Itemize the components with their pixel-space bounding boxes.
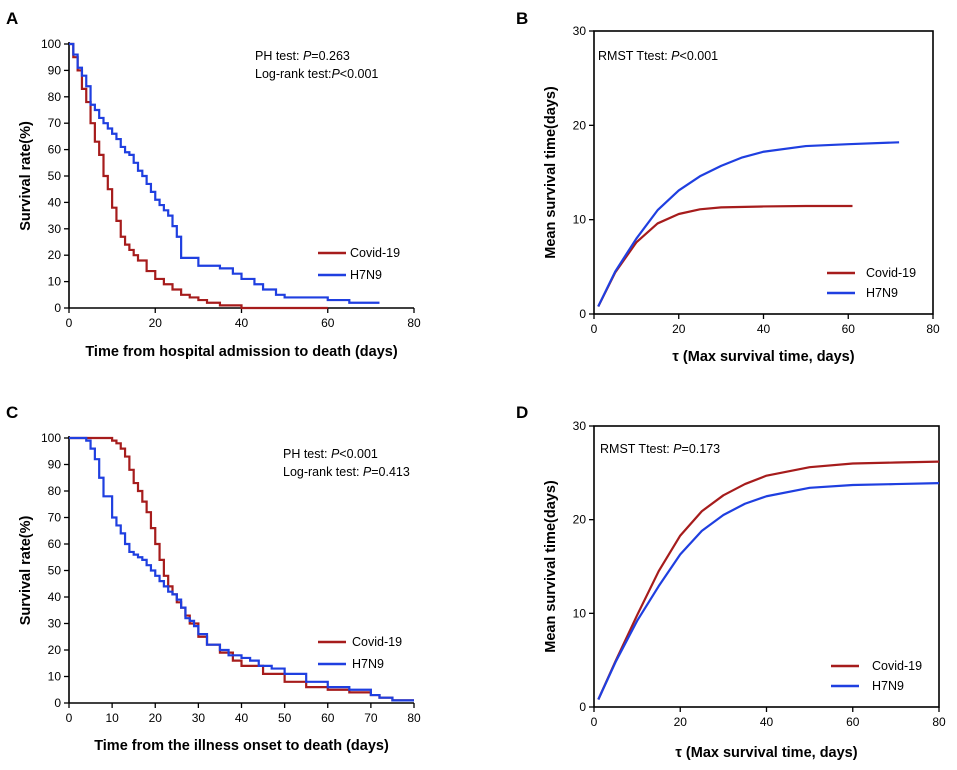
y-tick-label: 40 xyxy=(48,590,62,604)
series-line-covid-19 xyxy=(597,460,940,700)
series-line-h7n9 xyxy=(69,42,380,304)
x-axis-label: Time from the illness onset to death (da… xyxy=(94,738,389,754)
panel-a: A 0 10 20 30 40 50 60 70 80 90 100 0 20 40 60 80 Time fro… xyxy=(6,9,421,360)
y-tick-label: 50 xyxy=(48,169,62,183)
y-tick-label: 80 xyxy=(48,484,62,498)
x-axis-label: τ (Max survival time, days) xyxy=(675,745,857,761)
y-tick-label: 90 xyxy=(48,458,62,472)
x-tick-label: 40 xyxy=(760,715,774,729)
y-tick-label: 60 xyxy=(48,143,62,157)
x-tick-label: 40 xyxy=(757,322,771,336)
x-tick-label: 60 xyxy=(846,715,860,729)
panel-letter: B xyxy=(516,9,528,28)
y-tick-label: 10 xyxy=(48,275,62,289)
y-tick-label: 50 xyxy=(48,564,62,578)
x-tick-label: 30 xyxy=(192,711,206,725)
x-tick-label: 20 xyxy=(149,316,163,330)
x-tick-label: 40 xyxy=(235,316,249,330)
x-tick-label: 70 xyxy=(364,711,378,725)
y-tick-label: 20 xyxy=(48,643,62,657)
legend-label: Covid-19 xyxy=(866,266,916,280)
series-line-h7n9 xyxy=(597,482,940,700)
series-line-covid-19 xyxy=(597,204,853,307)
x-tick-label: 80 xyxy=(407,316,421,330)
x-tick-label: 0 xyxy=(66,316,73,330)
x-tick-label: 50 xyxy=(278,711,292,725)
legend-label: Covid-19 xyxy=(872,659,922,673)
panel-letter: C xyxy=(6,403,18,422)
x-tick-label: 10 xyxy=(105,711,119,725)
stat-annotation: PH test: P<0.001 xyxy=(283,447,378,461)
y-tick-label: 30 xyxy=(48,617,62,631)
panel-letter: A xyxy=(6,9,18,28)
y-tick-label: 10 xyxy=(573,213,587,227)
legend-label: H7N9 xyxy=(350,268,382,282)
y-tick-label: 70 xyxy=(48,116,62,130)
y-tick-label: 30 xyxy=(48,222,62,236)
y-tick-label: 20 xyxy=(573,513,587,527)
y-tick-label: 20 xyxy=(573,118,587,132)
panel-d: D 0 10 20 30 0 20 40 60 80 τ (Max survival time, d… xyxy=(516,403,946,761)
y-axis-label: Survival rate(%) xyxy=(18,121,34,231)
y-axis-label: Mean survival time(days) xyxy=(543,86,559,259)
y-tick-label: 30 xyxy=(573,24,587,38)
y-tick-label: 0 xyxy=(54,301,61,315)
y-tick-label: 90 xyxy=(48,63,62,77)
x-tick-label: 0 xyxy=(591,715,598,729)
y-tick-label: 100 xyxy=(41,37,61,51)
x-tick-label: 20 xyxy=(149,711,163,725)
x-tick-label: 80 xyxy=(932,715,946,729)
panel-c: C 0 10 20 30 40 50 60 70 80 90 100 0 10 20 30 40 50 60 70 80… xyxy=(6,403,421,754)
y-tick-label: 0 xyxy=(579,307,586,321)
stat-annotation: Log-rank test:P<0.001 xyxy=(255,67,378,81)
y-tick-label: 0 xyxy=(579,700,586,714)
y-axis-label: Survival rate(%) xyxy=(18,516,34,626)
y-tick-label: 20 xyxy=(48,248,62,262)
y-tick-label: 0 xyxy=(54,696,61,710)
y-tick-label: 10 xyxy=(48,670,62,684)
legend-label: H7N9 xyxy=(866,286,898,300)
x-tick-label: 60 xyxy=(321,316,335,330)
y-tick-label: 100 xyxy=(41,431,61,445)
series-line-h7n9 xyxy=(69,436,414,702)
x-tick-label: 20 xyxy=(672,322,686,336)
panel-b: B 0 10 20 30 0 20 40 60 80 τ (Max survival time, d… xyxy=(516,9,940,365)
series-line-covid-19 xyxy=(69,42,328,310)
stat-annotation: Log-rank test: P=0.413 xyxy=(283,465,410,479)
legend-label: H7N9 xyxy=(352,657,384,671)
y-tick-label: 70 xyxy=(48,511,62,525)
x-axis-label: Time from hospital admission to death (d… xyxy=(85,344,398,360)
x-tick-label: 60 xyxy=(321,711,335,725)
legend-label: H7N9 xyxy=(872,679,904,693)
series-line-h7n9 xyxy=(597,141,900,307)
y-tick-label: 40 xyxy=(48,195,62,209)
stat-annotation: RMST Ttest: P<0.001 xyxy=(598,49,718,63)
y-tick-label: 10 xyxy=(573,606,587,620)
y-tick-label: 30 xyxy=(573,419,587,433)
x-axis-label: τ (Max survival time, days) xyxy=(672,349,854,365)
x-tick-label: 0 xyxy=(591,322,598,336)
y-axis-label: Mean survival time(days) xyxy=(543,480,559,653)
y-tick-label: 60 xyxy=(48,537,62,551)
panel-letter: D xyxy=(516,403,528,422)
x-tick-label: 40 xyxy=(235,711,249,725)
legend-label: Covid-19 xyxy=(352,635,402,649)
stat-annotation: PH test: P=0.263 xyxy=(255,49,350,63)
y-tick-label: 80 xyxy=(48,90,62,104)
stat-annotation: RMST Ttest: P=0.173 xyxy=(600,442,720,456)
x-tick-label: 80 xyxy=(926,322,940,336)
x-tick-label: 20 xyxy=(674,715,688,729)
x-tick-label: 80 xyxy=(407,711,421,725)
x-tick-label: 0 xyxy=(66,711,73,725)
x-tick-label: 60 xyxy=(842,322,856,336)
legend-label: Covid-19 xyxy=(350,246,400,260)
